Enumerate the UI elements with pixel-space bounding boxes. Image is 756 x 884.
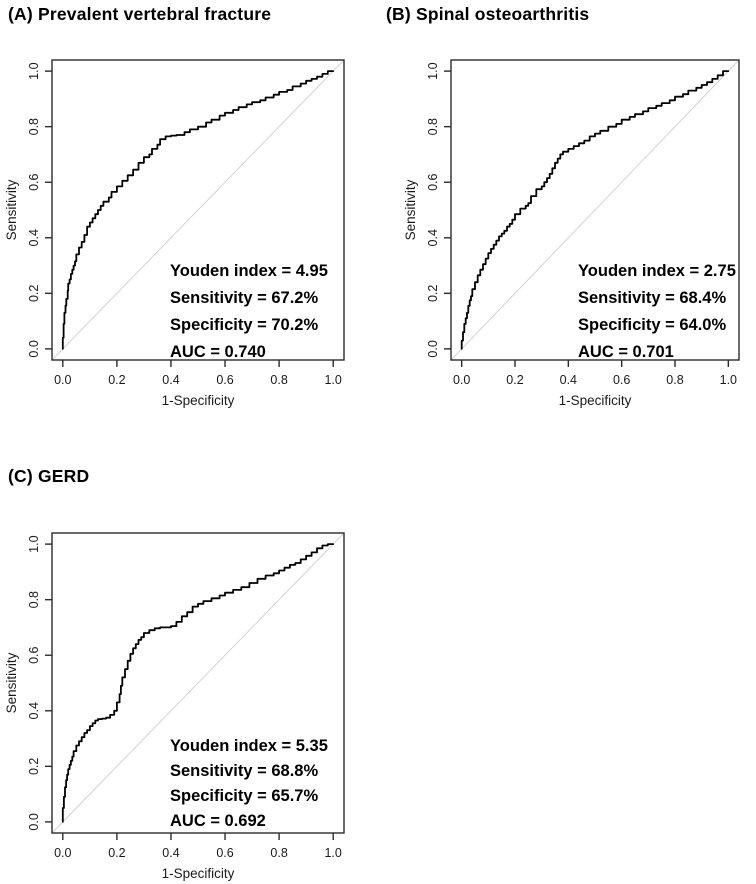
- y-axis-tick-label: 0.4: [27, 702, 41, 719]
- specificity-line: Specificity = 64.0%: [578, 316, 727, 334]
- plot-box: [51, 532, 345, 834]
- y-axis-label: Sensitivity: [4, 652, 19, 713]
- diagonal-reference-line: [51, 59, 345, 361]
- diagonal-reference-line: [51, 532, 345, 834]
- y-axis-tick-label: 0.2: [27, 285, 41, 302]
- y-axis-tick-label: 0.8: [27, 591, 41, 608]
- specificity-line: Specificity = 70.2%: [170, 316, 319, 334]
- youden-index-line: Youden index = 5.35: [170, 737, 328, 755]
- stats-annotation-b: Youden index = 2.75 Sensitivity = 68.4% …: [578, 258, 736, 366]
- x-axis-tick-label: 0.8: [270, 373, 287, 387]
- roc-panel-a: 0.0 0.2 0.4 0.6 0.8 1.0 0.0 0.2 0.4 0.6 0.8 1.0 1-Sp…: [0, 30, 378, 430]
- roc-curve: [61, 70, 335, 350]
- x-axis-tick-label: 0.4: [162, 846, 179, 860]
- x-axis-tick-label: 0.6: [216, 373, 233, 387]
- stats-annotation-c: Youden index = 5.35 Sensitivity = 68.8% …: [170, 734, 328, 834]
- y-axis-tick-label: 0.0: [27, 813, 41, 830]
- youden-index-line: Youden index = 4.95: [170, 262, 328, 280]
- auc-line: AUC = 0.701: [578, 343, 674, 361]
- x-axis-tick-label: 0.0: [54, 846, 71, 860]
- y-axis-tick-label: 0.0: [27, 340, 41, 357]
- x-axis-tick-label: 1.0: [720, 373, 737, 387]
- panel-b-title: (B) Spinal osteoarthritis: [386, 4, 590, 24]
- panel-c-title: (C) GERD: [8, 466, 90, 486]
- sensitivity-line: Sensitivity = 68.4%: [578, 289, 727, 307]
- x-axis-label: 1-Specificity: [162, 866, 235, 881]
- auc-line: AUC = 0.692: [170, 812, 266, 830]
- specificity-line: Specificity = 65.7%: [170, 787, 319, 805]
- roc-chart-c: 0.0 0.2 0.4 0.6 0.8 1.0 0.0 0.2 0.4 0.6 0.8 1.0 1-Sp…: [4, 532, 345, 881]
- x-axis-tick-label: 0.8: [270, 846, 287, 860]
- youden-index-line: Youden index = 2.75: [578, 262, 736, 280]
- plot-box: [51, 59, 345, 361]
- panel-a-title: (A) Prevalent vertebral fracture: [8, 4, 272, 24]
- x-axis-tick-label: 0.2: [108, 373, 125, 387]
- x-axis-tick-label: 0.6: [613, 373, 630, 387]
- plot-box: [450, 59, 740, 361]
- x-axis-label: 1-Specificity: [162, 393, 235, 408]
- roc-chart-a: 0.0 0.2 0.4 0.6 0.8 1.0 0.0 0.2 0.4 0.6 0.8 1.0 1-Sp…: [4, 59, 345, 408]
- x-axis-tick-label: 0.4: [560, 373, 577, 387]
- y-axis-tick-label: 1.0: [27, 62, 41, 79]
- y-axis-tick-label: 0.2: [27, 758, 41, 775]
- sensitivity-line: Sensitivity = 68.8%: [170, 762, 319, 780]
- roc-panel-c: 0.0 0.2 0.4 0.6 0.8 1.0 0.0 0.2 0.4 0.6 0.8 1.0 1-Sp…: [0, 503, 378, 884]
- x-axis-label: 1-Specificity: [559, 393, 632, 408]
- x-axis-tick-label: 0.2: [506, 373, 523, 387]
- y-axis-tick-label: 0.6: [27, 173, 41, 190]
- auc-line: AUC = 0.740: [170, 343, 266, 361]
- x-axis-tick-label: 0.6: [216, 846, 233, 860]
- roc-panel-b: 0.0 0.2 0.4 0.6 0.8 1.0 0.0 0.2 0.4 0.6 0.8 1.0 1-Sp…: [378, 30, 756, 430]
- y-axis-tick-label: 1.0: [27, 535, 41, 552]
- y-axis-tick-label: 0.6: [27, 646, 41, 663]
- x-axis-tick-label: 1.0: [324, 373, 341, 387]
- y-axis-label: Sensitivity: [4, 179, 19, 240]
- stats-annotation-a: Youden index = 4.95 Sensitivity = 67.2% …: [170, 258, 328, 366]
- roc-curve: [61, 543, 335, 823]
- y-axis-label: Sensitivity: [403, 179, 418, 240]
- y-axis-tick-label: 0.0: [426, 340, 440, 357]
- y-axis-tick-label: 0.8: [27, 118, 41, 135]
- roc-chart-b: 0.0 0.2 0.4 0.6 0.8 1.0 0.0 0.2 0.4 0.6 0.8 1.0 1-Sp…: [403, 59, 740, 408]
- x-axis-tick-label: 0.0: [453, 373, 470, 387]
- x-axis-tick-label: 1.0: [324, 846, 341, 860]
- y-axis-tick-label: 0.8: [426, 118, 440, 135]
- y-axis-tick-label: 1.0: [426, 62, 440, 79]
- roc-curve: [460, 70, 730, 350]
- x-axis-tick-label: 0.4: [162, 373, 179, 387]
- x-axis-tick-label: 0.2: [108, 846, 125, 860]
- y-axis-tick-label: 0.4: [426, 229, 440, 246]
- sensitivity-line: Sensitivity = 67.2%: [170, 289, 319, 307]
- x-axis-tick-label: 0.0: [54, 373, 71, 387]
- y-axis-tick-label: 0.6: [426, 173, 440, 190]
- y-axis-tick-label: 0.4: [27, 229, 41, 246]
- diagonal-reference-line: [450, 59, 740, 361]
- x-axis-tick-label: 0.8: [666, 373, 683, 387]
- y-axis-tick-label: 0.2: [426, 285, 440, 302]
